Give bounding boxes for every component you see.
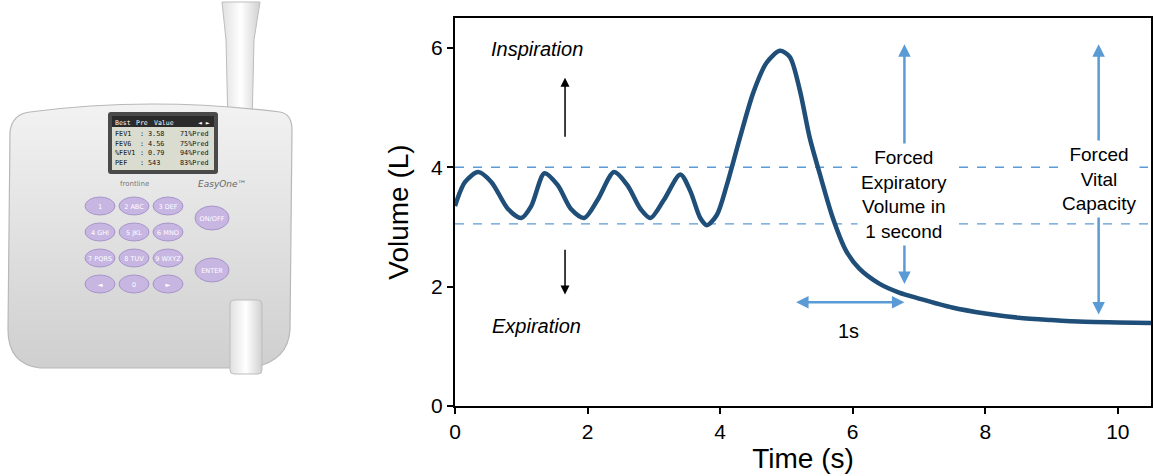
svg-text:ENTER: ENTER xyxy=(201,267,223,275)
svg-text:543: 543 xyxy=(148,159,160,167)
svg-text:4: 4 xyxy=(431,156,443,179)
svg-text:1s: 1s xyxy=(838,320,859,342)
svg-text:83%Pred: 83%Pred xyxy=(180,159,209,167)
svg-text:4 GHI: 4 GHI xyxy=(91,229,109,237)
svg-text:2 ABC: 2 ABC xyxy=(124,203,144,211)
svg-text:0: 0 xyxy=(449,420,461,443)
svg-text::: : xyxy=(140,149,144,157)
svg-text:5 JKL: 5 JKL xyxy=(126,229,142,237)
svg-text:ForcedVitalCapacity: ForcedVitalCapacity xyxy=(1062,144,1136,214)
svg-text:1: 1 xyxy=(98,203,102,211)
svg-text:9 WXYZ: 9 WXYZ xyxy=(155,255,181,263)
svg-text:0: 0 xyxy=(431,394,443,417)
svg-text:ON/OFF: ON/OFF xyxy=(200,215,225,223)
svg-text:◄: ◄ xyxy=(98,281,103,289)
svg-text:75%Pred: 75%Pred xyxy=(180,140,209,148)
svg-text:%FEV1: %FEV1 xyxy=(115,149,135,157)
svg-text:4.56: 4.56 xyxy=(148,140,164,148)
svg-text:PEF: PEF xyxy=(115,159,127,167)
svg-text::: : xyxy=(140,159,144,167)
svg-text:FEV6: FEV6 xyxy=(115,140,131,148)
svg-text:Expiration: Expiration xyxy=(492,315,581,337)
svg-text:3 DEF: 3 DEF xyxy=(158,203,177,211)
svg-text:Time (s): Time (s) xyxy=(752,443,854,474)
svg-text:Inspiration: Inspiration xyxy=(491,38,583,60)
svg-text:frontline: frontline xyxy=(120,180,149,188)
svg-text:7 PQRS: 7 PQRS xyxy=(88,255,112,263)
svg-text:8: 8 xyxy=(979,420,991,443)
svg-text:6: 6 xyxy=(431,36,443,59)
svg-text:◄ ►: ◄ ► xyxy=(198,119,210,127)
svg-text:4: 4 xyxy=(714,420,726,443)
svg-text:0: 0 xyxy=(132,281,136,289)
svg-text:Pre: Pre xyxy=(136,119,148,127)
svg-text:8 TUV: 8 TUV xyxy=(124,255,144,263)
svg-text::: : xyxy=(140,130,144,138)
svg-text:EasyOne™: EasyOne™ xyxy=(198,179,247,189)
svg-text:Volume (L): Volume (L) xyxy=(383,144,414,279)
svg-text:Value: Value xyxy=(154,119,174,127)
svg-text:FEV1: FEV1 xyxy=(115,130,131,138)
svg-text:3.58: 3.58 xyxy=(148,130,164,138)
svg-text:Best: Best xyxy=(115,119,131,127)
svg-text:2: 2 xyxy=(431,275,443,298)
svg-text:94%Pred: 94%Pred xyxy=(180,149,209,157)
svg-text:0.79: 0.79 xyxy=(148,149,164,157)
svg-text:10: 10 xyxy=(1106,420,1129,443)
svg-text:►: ► xyxy=(166,281,171,289)
svg-text:ForcedExpiratoryVolume in1 sec: ForcedExpiratoryVolume in1 second xyxy=(861,147,947,242)
svg-text:6 MNO: 6 MNO xyxy=(157,229,179,237)
svg-text::: : xyxy=(140,140,144,148)
svg-text:6: 6 xyxy=(847,420,859,443)
svg-text:71%Pred: 71%Pred xyxy=(180,130,209,138)
svg-text:2: 2 xyxy=(582,420,594,443)
